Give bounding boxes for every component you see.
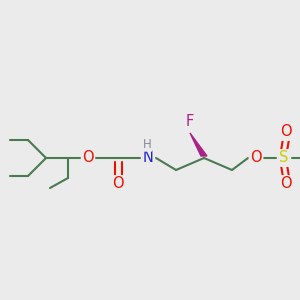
Text: O: O [280,124,292,140]
Text: O: O [280,176,292,191]
Text: O: O [112,176,124,191]
Text: O: O [250,151,262,166]
Text: S: S [279,151,289,166]
Text: F: F [186,115,194,130]
Text: H: H [142,137,152,151]
Polygon shape [190,133,207,156]
Text: O: O [82,151,94,166]
Text: N: N [142,151,153,166]
